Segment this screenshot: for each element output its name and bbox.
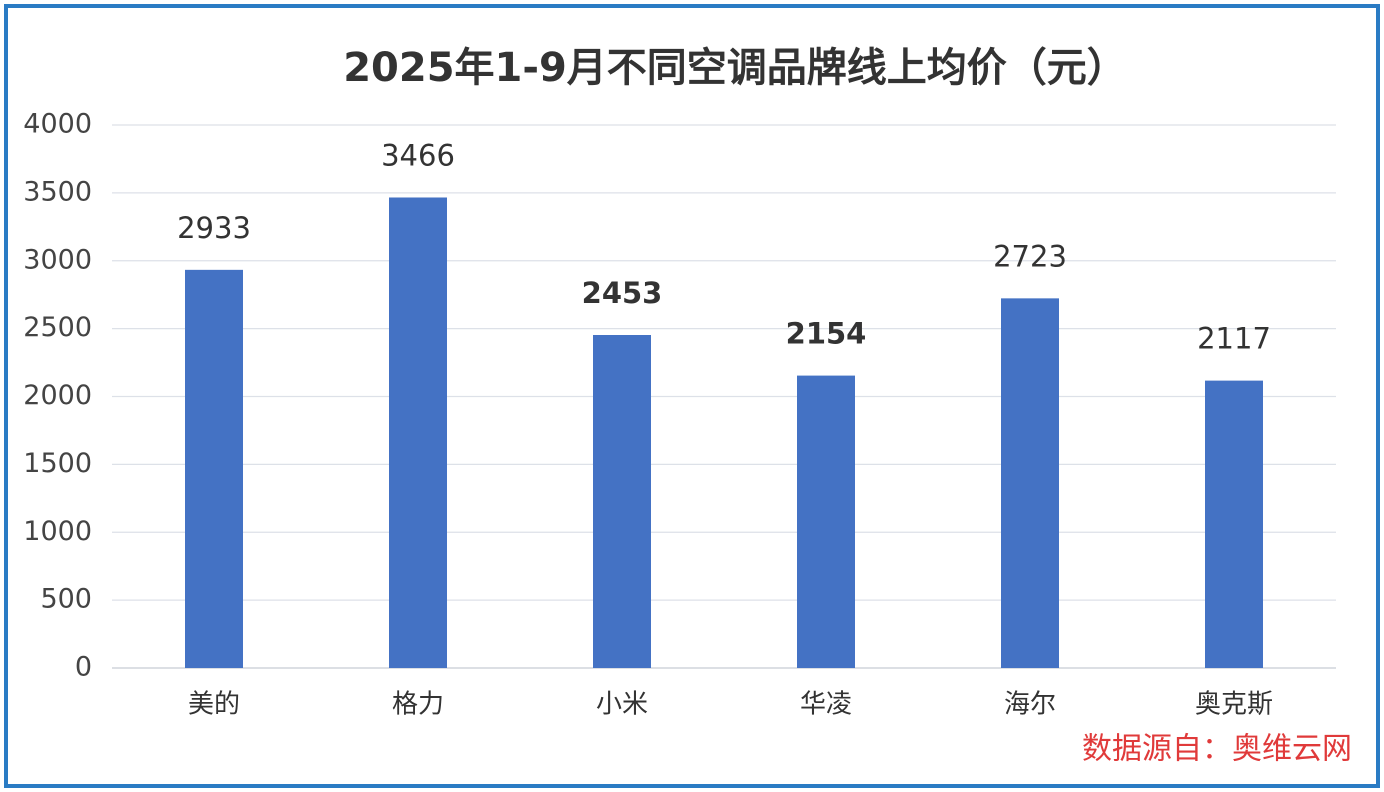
x-tick-label: 格力 — [392, 690, 444, 720]
bar — [1205, 380, 1263, 668]
y-tick-label: 1000 — [23, 516, 92, 547]
value-label: 2453 — [582, 276, 663, 310]
y-tick-label: 3500 — [23, 176, 92, 207]
value-label: 2933 — [177, 211, 251, 245]
source-note: 数据源自：奥维云网 — [1082, 732, 1352, 767]
y-tick-label: 3000 — [23, 244, 92, 275]
x-tick-label: 奥克斯 — [1195, 690, 1273, 720]
value-label: 2154 — [786, 317, 867, 351]
bar — [185, 269, 243, 668]
bar — [593, 335, 651, 668]
chart-title: 2025年1-9月不同空调品牌线上均价（元） — [343, 45, 1127, 91]
bar — [797, 375, 855, 668]
bar — [1001, 298, 1059, 668]
y-tick-label: 1500 — [23, 448, 92, 479]
bar — [389, 197, 447, 669]
value-label: 2723 — [993, 239, 1067, 273]
value-label: 3466 — [381, 138, 455, 172]
y-tick-label: 0 — [75, 652, 92, 683]
y-tick-label: 4000 — [23, 109, 92, 140]
y-tick-label: 2500 — [23, 312, 92, 343]
y-tick-label: 2000 — [23, 380, 92, 411]
x-tick-label: 海尔 — [1004, 690, 1056, 720]
value-label: 2117 — [1197, 322, 1271, 356]
x-tick-label: 华凌 — [800, 690, 852, 720]
x-tick-label: 美的 — [188, 690, 240, 720]
x-tick-label: 小米 — [596, 690, 648, 720]
y-tick-label: 500 — [40, 584, 92, 615]
